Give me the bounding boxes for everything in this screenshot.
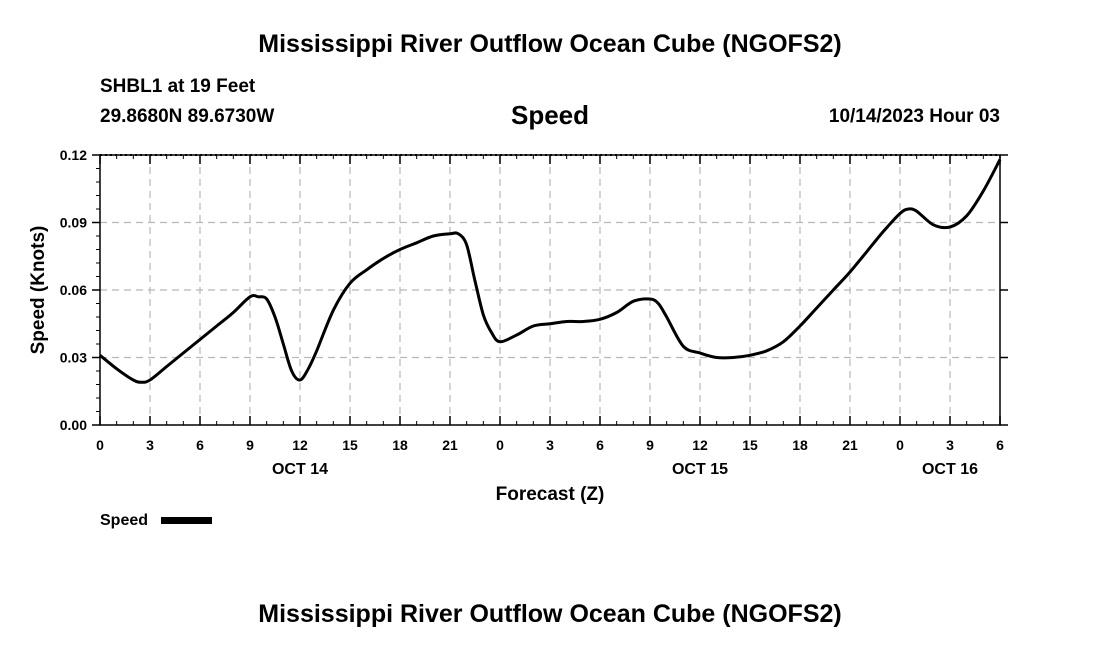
day-label: OCT 15 [672,461,728,478]
speed-chart: 0.00 0.03 0.06 0.09 0.12 0 3 6 9 12 15 18 21 0 3 6 9 12 1… [28,147,1008,529]
x-tick-label: 9 [246,437,254,453]
y-axis-label: Speed (Knots) [28,226,49,355]
y-tick-label: 0.03 [60,350,87,366]
plot-frame [99,154,1001,426]
x-tick-label: 0 [496,437,504,453]
x-tick-label: 0 [96,437,104,453]
x-tick-label: 18 [392,437,408,453]
x-tick-label: 21 [442,437,458,453]
legend-swatch [161,517,212,524]
y-tick-label: 0.12 [60,147,87,163]
y-tick-label: 0.06 [60,282,87,298]
chart-main-title: Mississippi River Outflow Ocean Cube (NG… [258,30,842,58]
x-tick-label: 0 [896,437,904,453]
speed-series-line [99,158,1002,384]
day-labels: OCT 14 OCT 15 OCT 16 [272,461,978,478]
day-label: OCT 14 [272,461,328,478]
x-tick-label: 3 [946,437,954,453]
chart-title: Speed [510,100,590,130]
y-tick-label: 0.09 [60,215,87,231]
legend: Speed [100,512,212,529]
forecast-datetime: 10/14/2023 Hour 03 [828,106,1000,127]
y-tick-labels: 0.00 0.03 0.06 0.09 0.12 [60,147,87,433]
x-tick-labels: 0 3 6 9 12 15 18 21 0 3 6 9 12 15 18 21 0 3 6 [96,437,1004,453]
station-coordinates: 29.8680N 89.6730W [100,106,275,127]
x-tick-label: 12 [692,437,708,453]
x-tick-label: 18 [792,437,808,453]
station-label: SHBL1 at 19 Feet [100,76,256,97]
x-tick-label: 15 [342,437,358,453]
chart-grid [100,154,1000,425]
x-tick-label: 6 [996,437,1004,453]
chart-bottom-title: Mississippi River Outflow Ocean Cube (NG… [258,600,842,628]
x-tick-label: 6 [196,437,204,453]
x-tick-label: 15 [742,437,758,453]
x-tick-label: 6 [596,437,604,453]
y-tick-label: 0.00 [60,417,87,433]
x-tick-label: 21 [842,437,858,453]
x-tick-label: 3 [546,437,554,453]
x-tick-label: 12 [292,437,308,453]
x-tick-label: 9 [646,437,654,453]
x-tick-label: 3 [146,437,154,453]
x-axis-label: Forecast (Z) [496,484,605,505]
day-label: OCT 16 [922,461,978,478]
legend-label: Speed [100,512,148,529]
